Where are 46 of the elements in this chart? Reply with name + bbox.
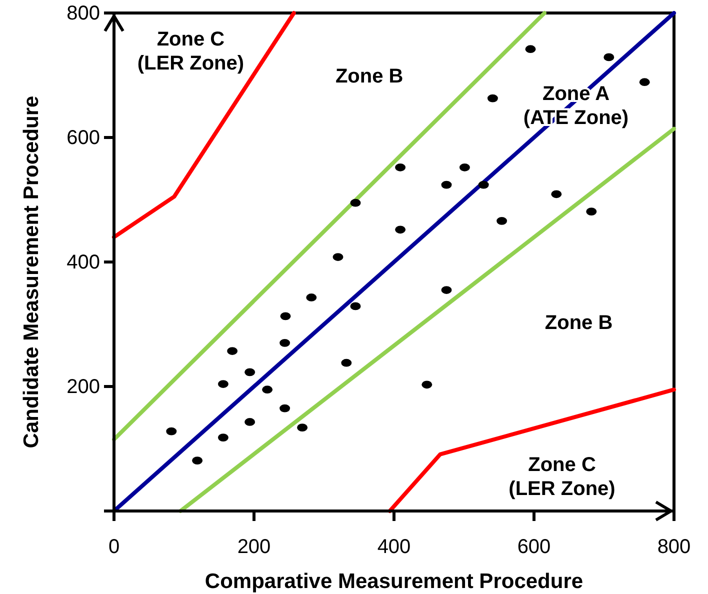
annotation: Zone B xyxy=(544,312,613,334)
point xyxy=(441,286,452,294)
point xyxy=(350,198,361,207)
point xyxy=(395,163,406,172)
point xyxy=(395,226,406,234)
y-tick-label: 600 xyxy=(66,126,100,149)
x-tick-label: 400 xyxy=(377,536,411,558)
point xyxy=(496,216,508,225)
point xyxy=(227,347,238,355)
point xyxy=(478,180,489,189)
annotation: Zone B xyxy=(335,65,404,88)
point xyxy=(218,380,228,388)
y-axis-title: Candidate Measurement Procedure xyxy=(20,96,43,448)
point xyxy=(280,339,290,347)
point xyxy=(166,427,177,436)
annotation: Zone C (LER Zone) xyxy=(137,28,244,74)
point xyxy=(262,386,273,394)
x-tick-label: 0 xyxy=(108,536,120,558)
point xyxy=(441,180,452,189)
point xyxy=(350,302,361,310)
annotation: Zone C (LER Zone) xyxy=(508,454,616,500)
point xyxy=(192,456,203,465)
point xyxy=(244,368,256,376)
point xyxy=(639,78,650,86)
point xyxy=(487,94,498,102)
point xyxy=(280,404,290,412)
point xyxy=(332,253,344,261)
x-tick-label: 800 xyxy=(657,536,691,558)
x-axis-title: Comparative Measurement Procedure xyxy=(204,570,584,593)
x-tick-label: 600 xyxy=(517,536,551,558)
point xyxy=(280,312,291,320)
point xyxy=(297,424,308,432)
y-tick-label: 200 xyxy=(66,376,100,398)
point xyxy=(422,380,432,389)
x-tick-label: 200 xyxy=(237,536,271,558)
point xyxy=(306,294,317,302)
point xyxy=(525,45,536,54)
point xyxy=(218,434,228,442)
point xyxy=(244,418,256,426)
point xyxy=(586,208,597,216)
y-tick-label: 400 xyxy=(66,251,100,274)
y-tick-label: 800 xyxy=(66,2,100,24)
point xyxy=(459,163,470,172)
point xyxy=(341,358,352,367)
point xyxy=(551,190,562,198)
point xyxy=(604,53,614,62)
